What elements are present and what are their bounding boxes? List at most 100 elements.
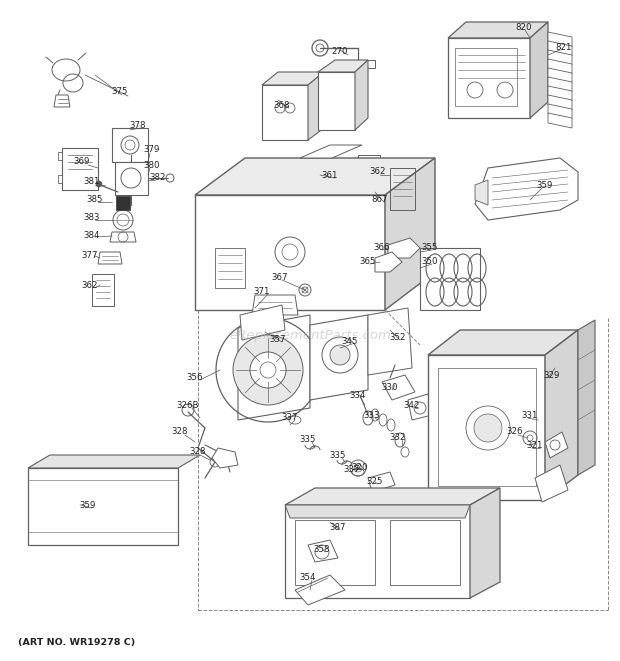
Text: 375: 375 — [112, 87, 128, 97]
Text: (ART NO. WR19278 C): (ART NO. WR19278 C) — [18, 637, 135, 646]
Polygon shape — [475, 158, 578, 220]
Text: 330: 330 — [382, 383, 398, 393]
Text: 383: 383 — [84, 214, 100, 223]
Polygon shape — [382, 375, 415, 400]
Polygon shape — [240, 305, 285, 340]
Text: 331: 331 — [522, 410, 538, 420]
Text: 385: 385 — [87, 196, 104, 204]
Bar — [92, 274, 114, 306]
Polygon shape — [475, 180, 488, 205]
Text: 335: 335 — [299, 436, 316, 444]
Polygon shape — [355, 60, 368, 130]
Polygon shape — [262, 85, 308, 140]
Polygon shape — [318, 72, 355, 130]
Bar — [295, 520, 375, 585]
Text: 387: 387 — [330, 524, 346, 533]
Text: 361: 361 — [322, 171, 339, 180]
Polygon shape — [28, 468, 178, 545]
Text: 379: 379 — [144, 145, 160, 155]
Bar — [116, 196, 130, 210]
Circle shape — [233, 335, 303, 405]
Text: 382: 382 — [150, 173, 166, 182]
Polygon shape — [252, 295, 298, 315]
Text: 377: 377 — [82, 251, 98, 260]
Polygon shape — [448, 22, 548, 38]
Polygon shape — [530, 22, 548, 118]
Polygon shape — [58, 175, 62, 183]
Polygon shape — [58, 152, 62, 160]
Polygon shape — [368, 308, 412, 375]
Polygon shape — [310, 315, 368, 400]
Text: 356: 356 — [187, 373, 203, 383]
Text: 270: 270 — [332, 48, 348, 56]
Polygon shape — [308, 540, 338, 562]
Text: 367: 367 — [272, 274, 288, 282]
Polygon shape — [408, 394, 432, 420]
Polygon shape — [448, 38, 530, 118]
Polygon shape — [548, 77, 572, 92]
Polygon shape — [368, 472, 395, 492]
Bar — [215, 248, 245, 288]
Polygon shape — [578, 320, 595, 475]
Polygon shape — [548, 113, 572, 128]
Bar — [355, 60, 375, 68]
Circle shape — [330, 345, 350, 365]
Polygon shape — [420, 248, 480, 310]
Polygon shape — [54, 95, 70, 107]
Text: 321: 321 — [527, 440, 543, 449]
Text: 326B: 326B — [177, 401, 199, 410]
Polygon shape — [548, 41, 572, 56]
Text: 867: 867 — [372, 196, 388, 204]
Bar — [438, 368, 536, 486]
Text: 357: 357 — [270, 336, 286, 344]
Polygon shape — [212, 448, 238, 468]
Polygon shape — [262, 72, 324, 85]
Polygon shape — [545, 330, 578, 500]
Text: 328: 328 — [172, 428, 188, 436]
Polygon shape — [470, 488, 500, 598]
Circle shape — [250, 352, 286, 388]
Text: 371: 371 — [254, 288, 270, 297]
Polygon shape — [358, 155, 380, 198]
Polygon shape — [548, 68, 572, 83]
Polygon shape — [548, 32, 572, 47]
Text: 329: 329 — [544, 371, 560, 379]
Text: 365: 365 — [360, 258, 376, 266]
Polygon shape — [308, 72, 324, 140]
Polygon shape — [375, 252, 402, 272]
Polygon shape — [295, 575, 345, 605]
Text: 325: 325 — [367, 477, 383, 486]
Text: 821: 821 — [556, 44, 572, 52]
Text: 333: 333 — [364, 410, 380, 420]
Text: 350: 350 — [422, 258, 438, 266]
Text: 362: 362 — [370, 167, 386, 176]
Text: 335: 335 — [330, 451, 346, 459]
Polygon shape — [535, 465, 568, 502]
Text: 359: 359 — [537, 180, 553, 190]
Text: 342: 342 — [404, 401, 420, 410]
Text: 334: 334 — [350, 391, 366, 399]
Text: 337: 337 — [281, 414, 298, 422]
Text: 337: 337 — [343, 465, 360, 475]
Polygon shape — [548, 104, 572, 119]
Polygon shape — [98, 252, 122, 264]
Polygon shape — [110, 232, 136, 242]
Circle shape — [474, 414, 502, 442]
Polygon shape — [195, 158, 435, 195]
Text: 326: 326 — [507, 428, 523, 436]
Text: 380: 380 — [144, 161, 160, 169]
Text: 820: 820 — [516, 24, 532, 32]
Text: 332: 332 — [390, 434, 406, 442]
Text: 368: 368 — [274, 100, 290, 110]
Text: 358: 358 — [314, 545, 330, 555]
Text: 381: 381 — [84, 178, 100, 186]
Text: 345: 345 — [342, 338, 358, 346]
Text: 366: 366 — [374, 243, 390, 253]
Text: 352: 352 — [390, 334, 406, 342]
Polygon shape — [548, 95, 572, 110]
Text: 369: 369 — [74, 157, 90, 167]
Circle shape — [96, 181, 102, 187]
Bar — [455, 48, 517, 106]
Polygon shape — [112, 128, 148, 162]
Polygon shape — [548, 59, 572, 74]
